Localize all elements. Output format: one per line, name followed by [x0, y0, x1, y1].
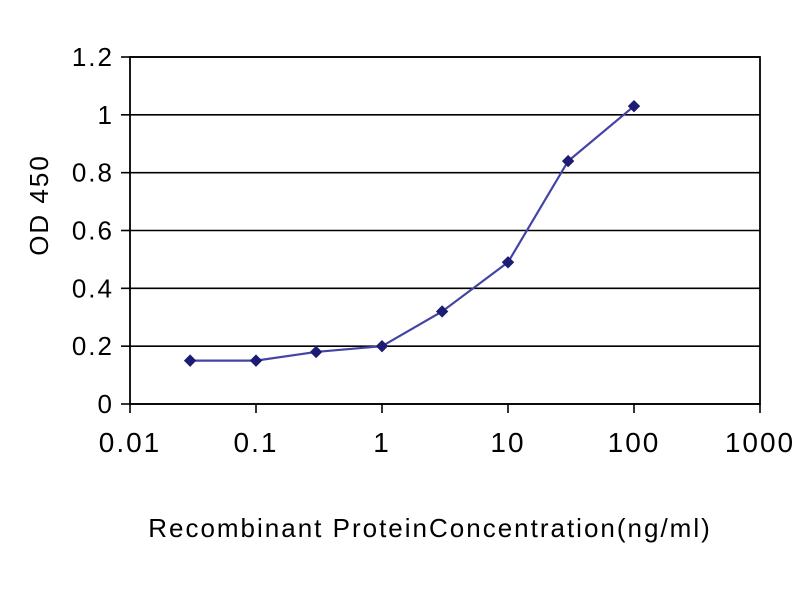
y-tick-label: 1.2 [72, 42, 114, 72]
data-point-marker [249, 354, 263, 367]
data-point-marker [501, 256, 515, 269]
x-tick-label: 0.1 [234, 427, 279, 458]
x-tick-label: 1000 [725, 427, 795, 458]
y-tick-label: 0 [98, 389, 114, 419]
series-line [190, 105, 635, 362]
data-point-marker [375, 339, 389, 353]
axis-ticks-layer [121, 56, 761, 413]
x-tick-label: 100 [608, 427, 661, 458]
y-tick-label: 0.8 [72, 158, 114, 188]
data-point-marker [435, 305, 449, 318]
data-point-marker [309, 345, 323, 359]
x-axis-title: Recombinant ProteinConcentration(ng/ml) [148, 513, 712, 543]
tick-labels-layer: 0 0.2 0.4 0.6 0.8 1 1.2 0.01 0.1 1 10 100 1000 [72, 42, 795, 458]
x-tick-label: 0.01 [99, 427, 162, 458]
x-tick-label: 1 [373, 427, 391, 458]
y-tick-label: 0.6 [72, 216, 114, 246]
y-axis-title: OD 450 [24, 154, 54, 256]
y-tick-label: 1 [98, 100, 114, 130]
data-point-marker [183, 354, 197, 367]
y-tick-label: 0.2 [72, 331, 114, 361]
gridlines-layer [130, 56, 760, 405]
data-point-marker [627, 99, 641, 113]
series-layer [183, 99, 641, 367]
data-point-marker [561, 154, 575, 168]
plot-border [129, 56, 761, 405]
y-tick-label: 0.4 [72, 273, 114, 303]
x-tick-label: 10 [490, 427, 525, 458]
